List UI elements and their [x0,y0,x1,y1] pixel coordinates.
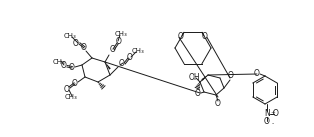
Text: O: O [64,85,70,93]
Text: CH₃: CH₃ [64,33,76,39]
Polygon shape [201,75,208,81]
Text: O: O [215,99,221,108]
Text: CH₃: CH₃ [132,48,144,54]
Text: CH₃: CH₃ [65,94,77,100]
Text: O: O [195,89,201,98]
Text: O: O [119,58,125,68]
Text: O: O [264,118,270,126]
Polygon shape [105,62,111,70]
Text: O: O [72,79,78,88]
Text: CH₃: CH₃ [53,59,65,65]
Text: OH: OH [188,72,200,82]
Text: O: O [69,64,75,72]
Text: O: O [178,32,184,41]
Text: +: + [271,109,275,115]
Text: O: O [254,69,260,79]
Text: O: O [202,32,208,41]
Text: O: O [110,45,116,55]
Text: O: O [81,44,87,52]
Text: O: O [228,72,234,81]
Text: O: O [73,38,79,48]
Text: -: - [272,122,274,126]
Text: O: O [116,38,122,46]
Text: N: N [264,109,270,119]
Text: O: O [61,62,67,71]
Text: O: O [127,52,133,62]
Text: O: O [273,109,279,119]
Text: CH₃: CH₃ [115,31,127,37]
